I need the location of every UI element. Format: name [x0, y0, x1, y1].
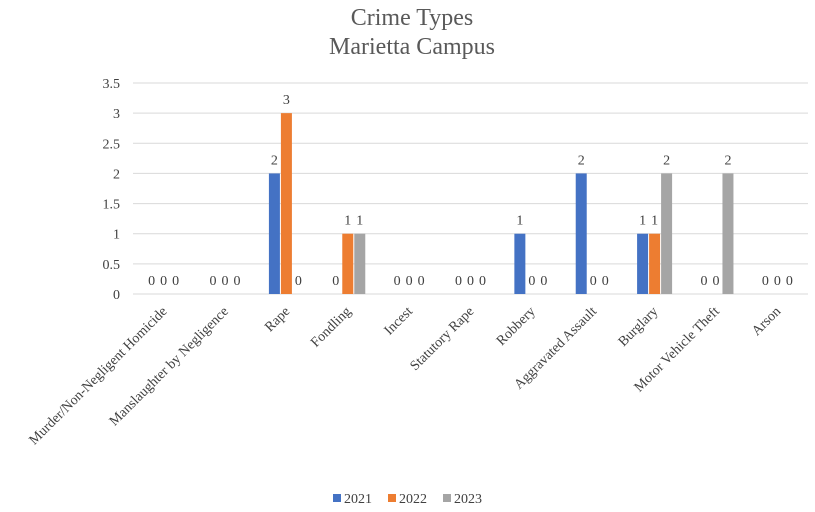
legend-label-2023: 2023	[454, 492, 482, 507]
data-label-2022-8: 1	[651, 214, 658, 229]
bar-2023-9	[722, 173, 734, 294]
legend-label-2022: 2022	[399, 492, 427, 507]
category-label-2: Rape	[262, 304, 293, 335]
gridlines	[133, 82, 808, 295]
category-label-3: Fondling	[308, 304, 354, 350]
bar-2022-8	[649, 233, 661, 294]
legend-swatch-2022	[388, 494, 396, 502]
y-tick-label: 2.5	[103, 137, 121, 152]
legend-swatch-2021	[333, 494, 341, 502]
bar-2021-6	[514, 233, 526, 294]
data-label-2023-0: 0	[172, 274, 179, 289]
bar-2022-2	[280, 113, 292, 295]
data-label-2023-4: 0	[418, 274, 425, 289]
y-tick-label: 3.5	[103, 77, 121, 92]
chart-title: Crime Types	[351, 5, 474, 31]
category-label-10: Arson	[749, 304, 784, 339]
data-label-2023-1: 0	[234, 274, 241, 289]
y-tick-label: 1.5	[103, 198, 121, 213]
category-label-6: Robbery	[494, 304, 539, 349]
bar-2021-8	[637, 233, 649, 294]
data-label-2022-9: 0	[712, 274, 719, 289]
data-label-2023-6: 0	[540, 274, 547, 289]
data-label-2021-0: 0	[148, 274, 155, 289]
data-label-2022-10: 0	[774, 274, 781, 289]
data-label-2022-4: 0	[406, 274, 413, 289]
data-label-2022-0: 0	[160, 274, 167, 289]
data-label-2023-10: 0	[786, 274, 793, 289]
data-label-2023-3: 1	[356, 214, 363, 229]
bar-2021-7	[575, 173, 587, 294]
data-label-2021-10: 0	[762, 274, 769, 289]
data-label-2022-2: 3	[283, 93, 290, 108]
data-label-2022-7: 0	[590, 274, 597, 289]
data-label-2023-5: 0	[479, 274, 486, 289]
legend-swatch-2023	[443, 494, 451, 502]
data-label-2021-3: 0	[332, 274, 339, 289]
data-label-2021-2: 2	[271, 153, 278, 168]
y-tick-label: 3	[113, 107, 120, 122]
data-label-2023-8: 2	[663, 153, 670, 168]
bar-2023-3	[354, 233, 366, 294]
legend-label-2021: 2021	[344, 492, 372, 507]
data-label-2021-1: 0	[210, 274, 217, 289]
bars	[268, 113, 734, 295]
data-label-2021-7: 2	[578, 153, 585, 168]
legend: 2021 2022 2023	[333, 492, 482, 507]
bar-2022-3	[342, 233, 354, 294]
data-label-2021-6: 1	[516, 214, 523, 229]
category-label-4: Incest	[382, 304, 416, 338]
data-label-2021-5: 0	[455, 274, 462, 289]
data-label-2023-2: 0	[295, 274, 302, 289]
data-label-2022-6: 0	[528, 274, 535, 289]
category-label-5: Statutory Rape	[408, 304, 478, 374]
y-tick-label: 1	[113, 228, 120, 243]
y-tick-label: 2	[113, 167, 120, 182]
data-label-2022-1: 0	[222, 274, 229, 289]
category-label-1: Manslaughter by Negligence	[107, 304, 232, 429]
data-label-2023-9: 2	[724, 153, 731, 168]
bar-2021-2	[268, 173, 280, 294]
bar-2023-8	[661, 173, 673, 294]
data-label-2022-3: 1	[344, 214, 351, 229]
y-tick-label: 0.5	[103, 258, 121, 273]
data-label-2021-4: 0	[394, 274, 401, 289]
data-label-2021-8: 1	[639, 214, 646, 229]
y-tick-label: 0	[113, 288, 120, 303]
y-axis: 0 0.5 1 1.5 2 2.5 3 3.5	[103, 77, 121, 303]
chart-subtitle: Marietta Campus	[329, 34, 495, 60]
data-label-2022-5: 0	[467, 274, 474, 289]
x-axis: Murder/Non-Negligent HomicideManslaughte…	[27, 304, 785, 448]
category-label-8: Burglary	[616, 304, 662, 350]
data-label-2023-7: 0	[602, 274, 609, 289]
data-label-2021-9: 0	[700, 274, 707, 289]
